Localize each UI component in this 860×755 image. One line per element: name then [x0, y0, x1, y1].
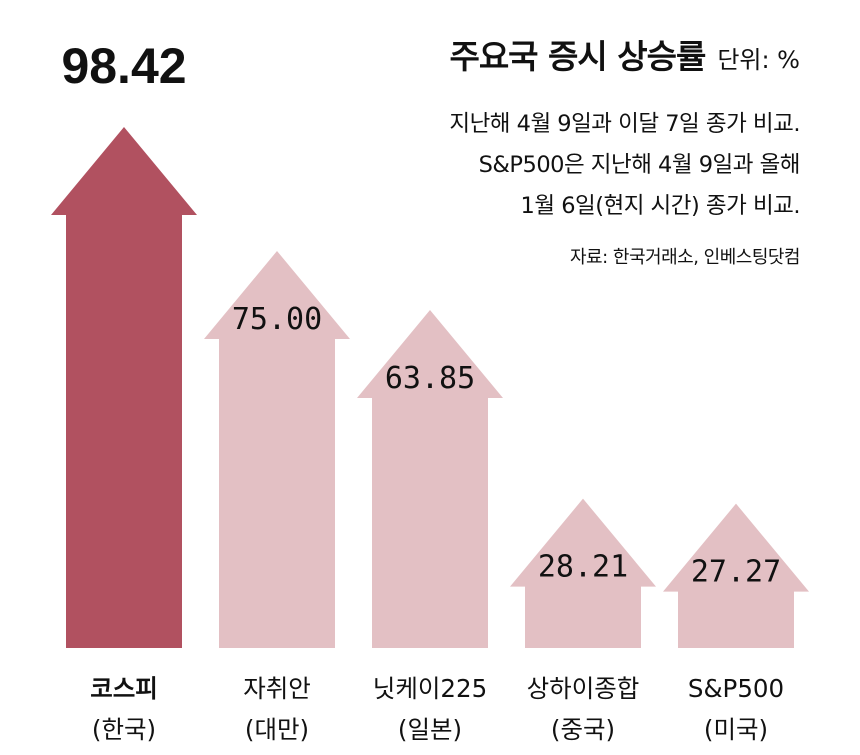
- value-label-1: 98.42: [61, 38, 186, 94]
- value-label-4: 28.21: [538, 550, 628, 585]
- note-line-3: 1월 6일(현지 시간) 종가 비교.: [520, 193, 801, 219]
- country-label-3: (일본): [398, 715, 462, 744]
- category-label-4: 상하이종합: [527, 674, 640, 703]
- note-line-2: S&P500은 지난해 4월 9일과 올해: [478, 152, 801, 178]
- country-label-5: (미국): [704, 715, 768, 744]
- unit-label: 단위: %: [717, 46, 800, 74]
- bar-5: [663, 503, 809, 648]
- bar-1: [51, 127, 197, 648]
- chart-title: 주요국 증시 상승률: [449, 37, 706, 76]
- value-label-3: 63.85: [385, 361, 475, 396]
- value-label-2: 75.00: [232, 302, 322, 337]
- chart-header: 주요국 증시 상승률 단위: %: [449, 30, 800, 78]
- chart-note: 지난해 4월 9일과 이달 7일 종가 비교. S&P500은 지난해 4월 9…: [449, 104, 800, 227]
- note-line-1: 지난해 4월 9일과 이달 7일 종가 비교.: [449, 111, 800, 137]
- category-label-5: S&P500: [688, 674, 784, 703]
- category-label-2: 자취안: [243, 674, 311, 703]
- country-label-2: (대만): [245, 715, 309, 744]
- category-label-3: 닛케이225: [373, 674, 487, 703]
- category-label-1: 코스피: [90, 674, 158, 703]
- bar-3: [357, 310, 503, 648]
- country-label-1: (한국): [92, 715, 156, 744]
- value-label-5: 27.27: [691, 555, 781, 590]
- country-label-4: (중국): [551, 715, 615, 744]
- source-note: 자료: 한국거래소, 인베스팅닷컴: [569, 247, 801, 268]
- title-line: 주요국 증시 상승률 단위: %: [449, 30, 800, 78]
- bar-4: [510, 498, 656, 648]
- bar-2: [204, 250, 350, 648]
